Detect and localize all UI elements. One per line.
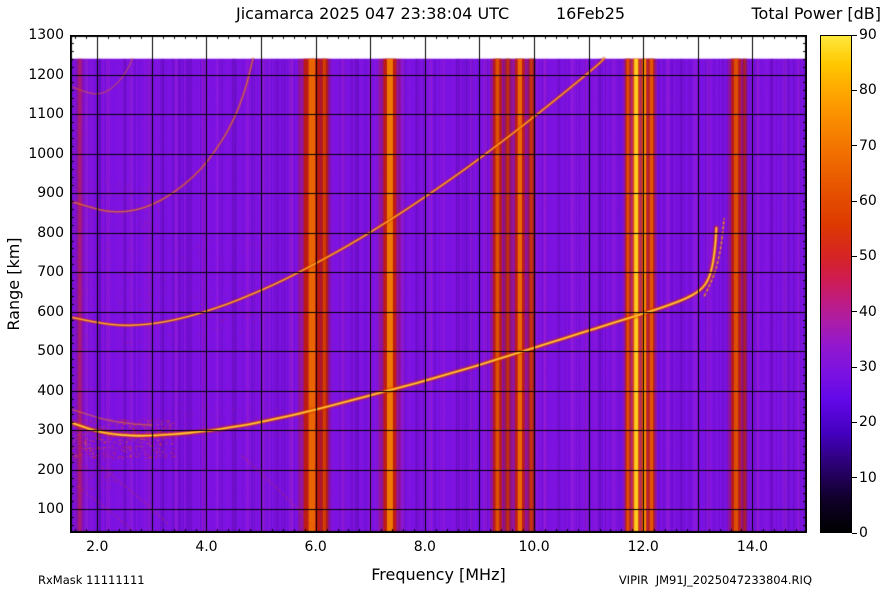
x-tick-label: 4.0 (195, 539, 218, 555)
colorbar-tick-label: 70 (859, 137, 877, 154)
colorbar-tick-label: 60 (859, 193, 877, 209)
y-tick-label: 800 (37, 224, 64, 241)
y-tick-label: 1000 (28, 145, 64, 162)
colorbar-gradient (821, 36, 851, 532)
y-tick-label: 700 (37, 264, 64, 281)
y-tick-label: 500 (37, 343, 64, 360)
colorbar-tick-mark (852, 34, 857, 36)
x-axis-label: Frequency [MHz] (371, 565, 506, 584)
colorbar-tick-label: 0 (859, 525, 868, 541)
colorbar-tick-mark (852, 366, 857, 368)
rx-mask-label: RxMask 11111111 (38, 573, 145, 587)
y-tick-label: 100 (37, 501, 64, 518)
y-tick-label: 300 (37, 422, 64, 439)
colorbar-tick-label: 40 (859, 303, 877, 320)
x-tick-label: 2.0 (86, 539, 109, 555)
colorbar-tick-label: 10 (859, 469, 877, 486)
y-tick-label: 1100 (28, 106, 64, 123)
y-tick-label: 600 (37, 303, 64, 320)
colorbar-tick-mark (852, 145, 857, 147)
colorbar-tick-label: 50 (859, 248, 877, 265)
y-tick-label: 900 (37, 185, 64, 202)
colorbar-tick-label: 20 (859, 414, 877, 431)
colorbar (820, 35, 852, 533)
x-tick-label: 8.0 (413, 539, 436, 555)
colorbar-tick-label: 80 (859, 82, 877, 99)
plot-title: Jicamarca 2025 047 23:38:04 UTC (236, 4, 510, 23)
ionogram-heatmap-canvas (70, 35, 807, 533)
plot-date: 16Feb25 (556, 4, 626, 23)
colorbar-tick-mark (852, 89, 857, 91)
y-tick-label: 1200 (28, 66, 64, 83)
colorbar-tick-mark (852, 311, 857, 313)
x-tick-label: 12.0 (627, 539, 659, 555)
colorbar-tick-mark (852, 200, 857, 202)
colorbar-title: Total Power [dB] (751, 4, 881, 23)
x-tick-label: 14.0 (736, 539, 768, 555)
colorbar-tick-mark (852, 255, 857, 257)
file-name-label: VIPIR JM91J_2025047233804.RIQ (618, 573, 812, 587)
x-tick-label: 6.0 (304, 539, 327, 555)
y-tick-label: 400 (37, 382, 64, 399)
y-axis-label: Range [km] (4, 237, 23, 331)
colorbar-tick-label: 30 (859, 359, 877, 375)
colorbar-tick-label: 90 (859, 27, 877, 43)
y-tick-label: 1300 (28, 27, 64, 43)
colorbar-tick-mark (852, 532, 857, 534)
y-tick-label: 200 (37, 461, 64, 478)
x-tick-label: 10.0 (518, 539, 550, 555)
colorbar-tick-mark (852, 421, 857, 423)
colorbar-tick-mark (852, 477, 857, 479)
